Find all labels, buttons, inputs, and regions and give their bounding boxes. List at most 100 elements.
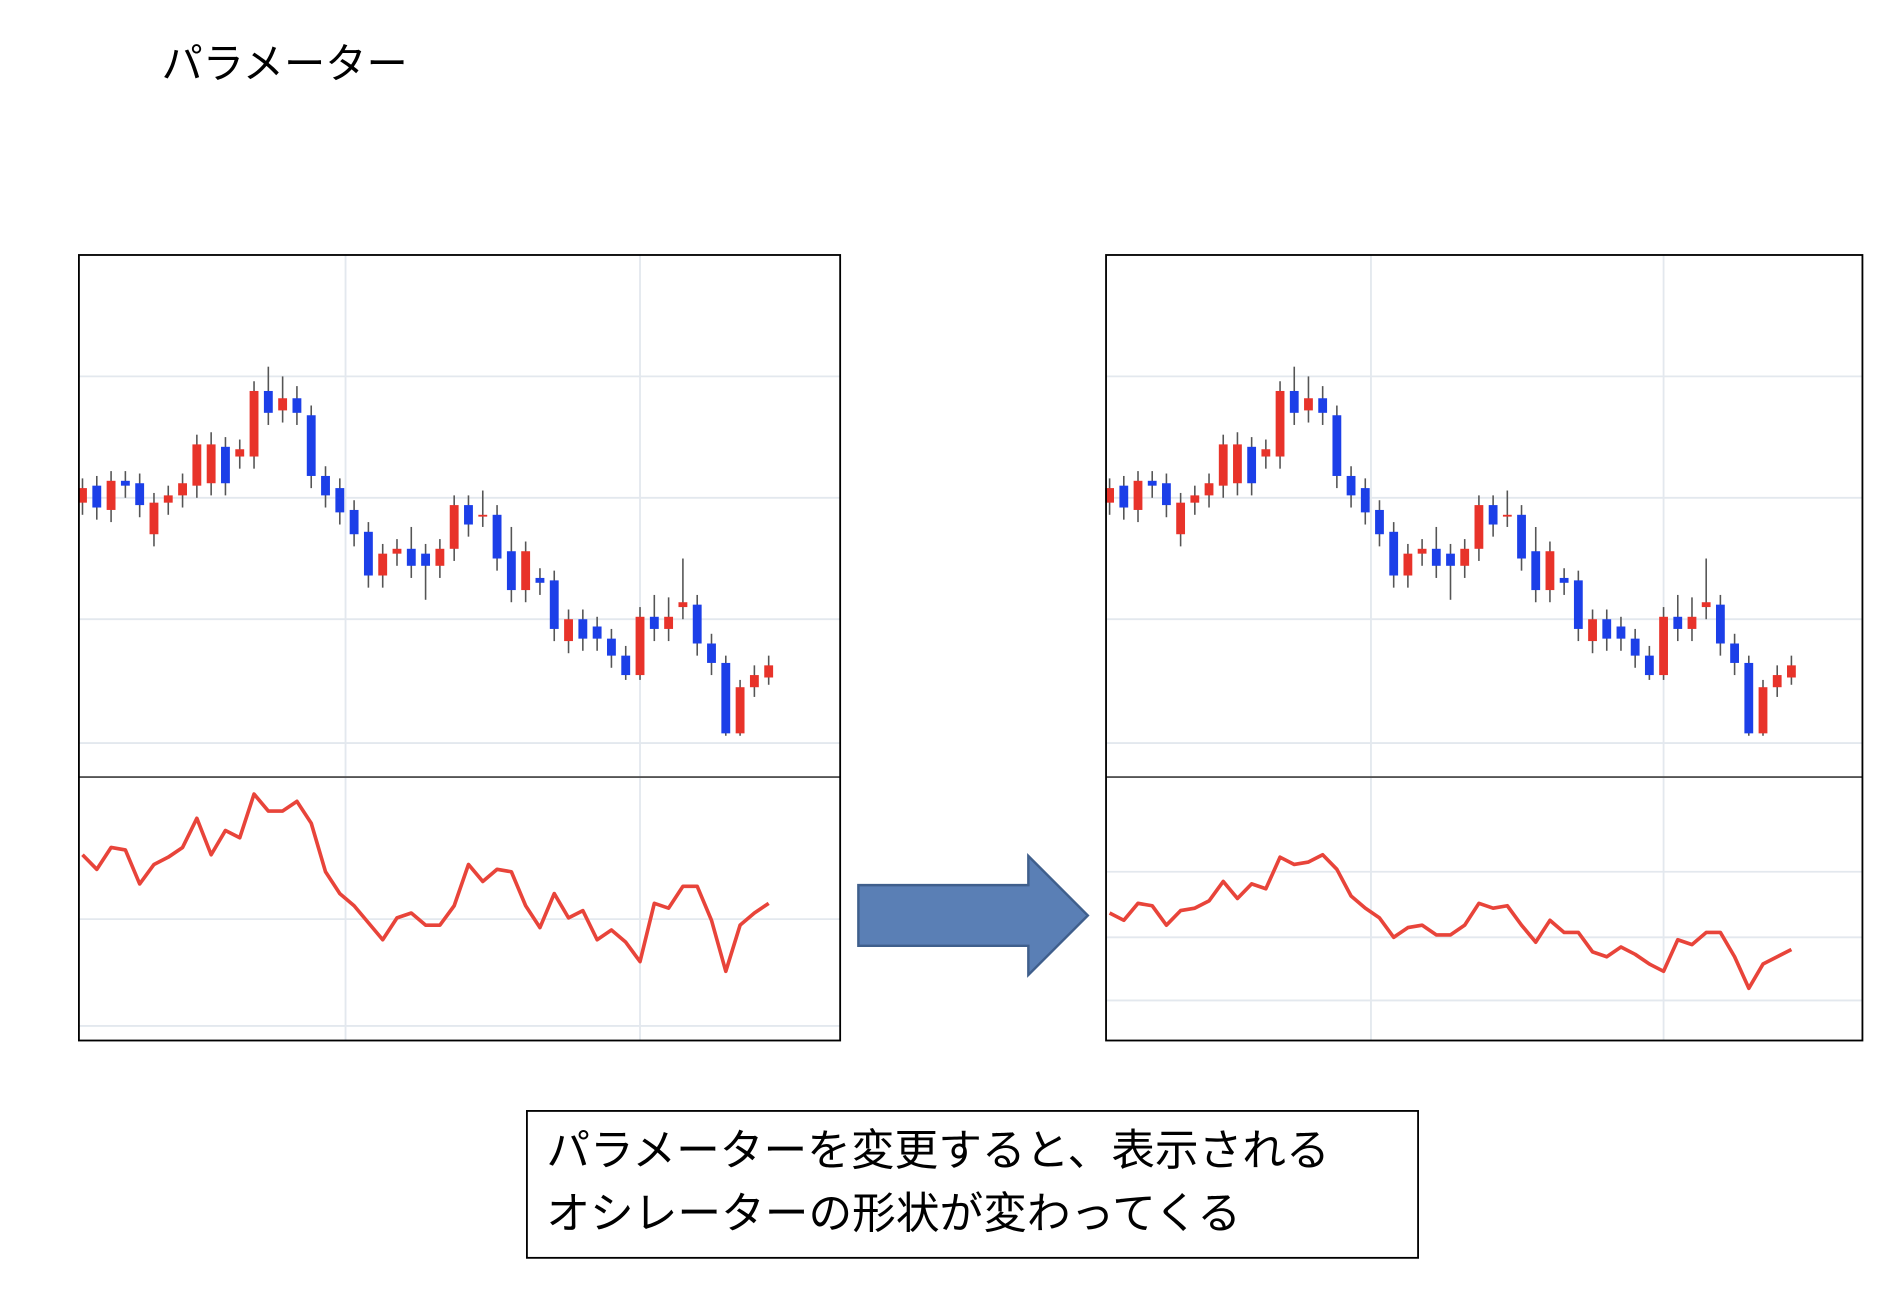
candle-body: [1247, 446, 1257, 484]
candle-body: [292, 398, 302, 413]
candle-body: [1261, 449, 1271, 457]
candle-body: [1673, 616, 1683, 629]
candle-body: [564, 619, 573, 642]
candle-body: [1545, 551, 1555, 591]
candle-body: [606, 638, 616, 656]
candle-body: [549, 580, 559, 629]
caption-box: [526, 1110, 1419, 1259]
candle-body: [492, 514, 502, 559]
candle-body: [449, 505, 459, 549]
candle-body: [120, 480, 130, 486]
caption-line: パラメーターを変更すると、表示される: [546, 1125, 1329, 1176]
candle-body: [1233, 444, 1242, 484]
candle-body: [1375, 509, 1384, 535]
candle-body: [1531, 551, 1541, 591]
candle-body: [78, 488, 87, 503]
slide-title: パラメーター: [161, 40, 407, 88]
oscillator-line: [1108, 852, 1793, 991]
candle-body: [678, 602, 688, 608]
panel-frame: [78, 254, 842, 1042]
candle-body: [1588, 619, 1597, 642]
candle-body: [1687, 616, 1697, 629]
candle-body: [1105, 488, 1115, 503]
candle-body: [1559, 577, 1569, 583]
candle-body: [635, 616, 645, 676]
candle-body: [278, 398, 288, 411]
candle-body: [464, 505, 473, 525]
candle-body: [349, 509, 359, 535]
candle-body: [1119, 485, 1129, 508]
candle-body: [192, 444, 202, 486]
candle-body: [1772, 675, 1782, 688]
candle-body: [592, 626, 602, 639]
candle-body: [321, 475, 330, 496]
candle-body: [1275, 390, 1285, 457]
candle-body: [1602, 619, 1612, 639]
candle-body: [1644, 655, 1654, 676]
candle-body: [421, 553, 431, 566]
candle-body: [1460, 548, 1470, 566]
candle-body: [1488, 505, 1498, 525]
panel-frame: [1105, 254, 1864, 1042]
candle-body: [1289, 390, 1299, 413]
candle-body: [249, 390, 259, 457]
candle-body: [1446, 553, 1455, 566]
candle-body: [1162, 483, 1171, 506]
candle-body: [435, 548, 445, 566]
candle-body: [378, 553, 388, 576]
candle-body: [406, 548, 416, 566]
candle-body: [1176, 502, 1186, 535]
candle-body: [764, 665, 774, 678]
candle-body: [1502, 514, 1512, 517]
candle-body: [1318, 398, 1328, 413]
candle-body: [1389, 531, 1399, 576]
candle-body: [749, 675, 759, 688]
candle-body: [1701, 602, 1711, 608]
candle-body: [1787, 665, 1796, 678]
candle-body: [178, 483, 187, 496]
candle-body: [1616, 626, 1626, 639]
candle-body: [1204, 483, 1214, 496]
candle-body: [1744, 662, 1754, 734]
candle-body: [535, 577, 545, 583]
candle-body: [721, 662, 731, 734]
candle-body: [335, 488, 345, 513]
arrow: [857, 853, 1090, 978]
candle-body: [206, 444, 216, 484]
candle-body: [506, 551, 516, 591]
candle-body: [1417, 548, 1427, 554]
candle-body: [1360, 488, 1370, 513]
candle-body: [707, 643, 716, 663]
candle-body: [263, 390, 273, 413]
candle-body: [1133, 480, 1143, 510]
candle-body: [235, 449, 245, 457]
candle-body: [1730, 643, 1739, 663]
candle-body: [1218, 444, 1228, 486]
candle-body: [735, 687, 745, 734]
candle-body: [692, 604, 702, 644]
candle-body: [106, 480, 116, 510]
candle-body: [1403, 553, 1413, 576]
candle-body: [1630, 638, 1640, 656]
candle-body: [392, 548, 402, 554]
candle-body: [1517, 514, 1526, 559]
candle-body: [578, 619, 588, 639]
candle-body: [1573, 580, 1583, 629]
candle-body: [306, 415, 316, 476]
candle-body: [363, 531, 373, 576]
candle-body: [621, 655, 631, 676]
candle-body: [221, 446, 230, 484]
candle-body: [1474, 505, 1484, 549]
candle-body: [1332, 415, 1342, 476]
candle-body: [1758, 687, 1768, 734]
candle-body: [1147, 480, 1157, 486]
candle-body: [163, 495, 173, 503]
candle-body: [521, 551, 531, 591]
candle-body: [1190, 495, 1200, 503]
candle-body: [135, 483, 145, 506]
candle-body: [1346, 475, 1356, 496]
candle-body: [664, 616, 674, 629]
candle-body: [1715, 604, 1725, 644]
